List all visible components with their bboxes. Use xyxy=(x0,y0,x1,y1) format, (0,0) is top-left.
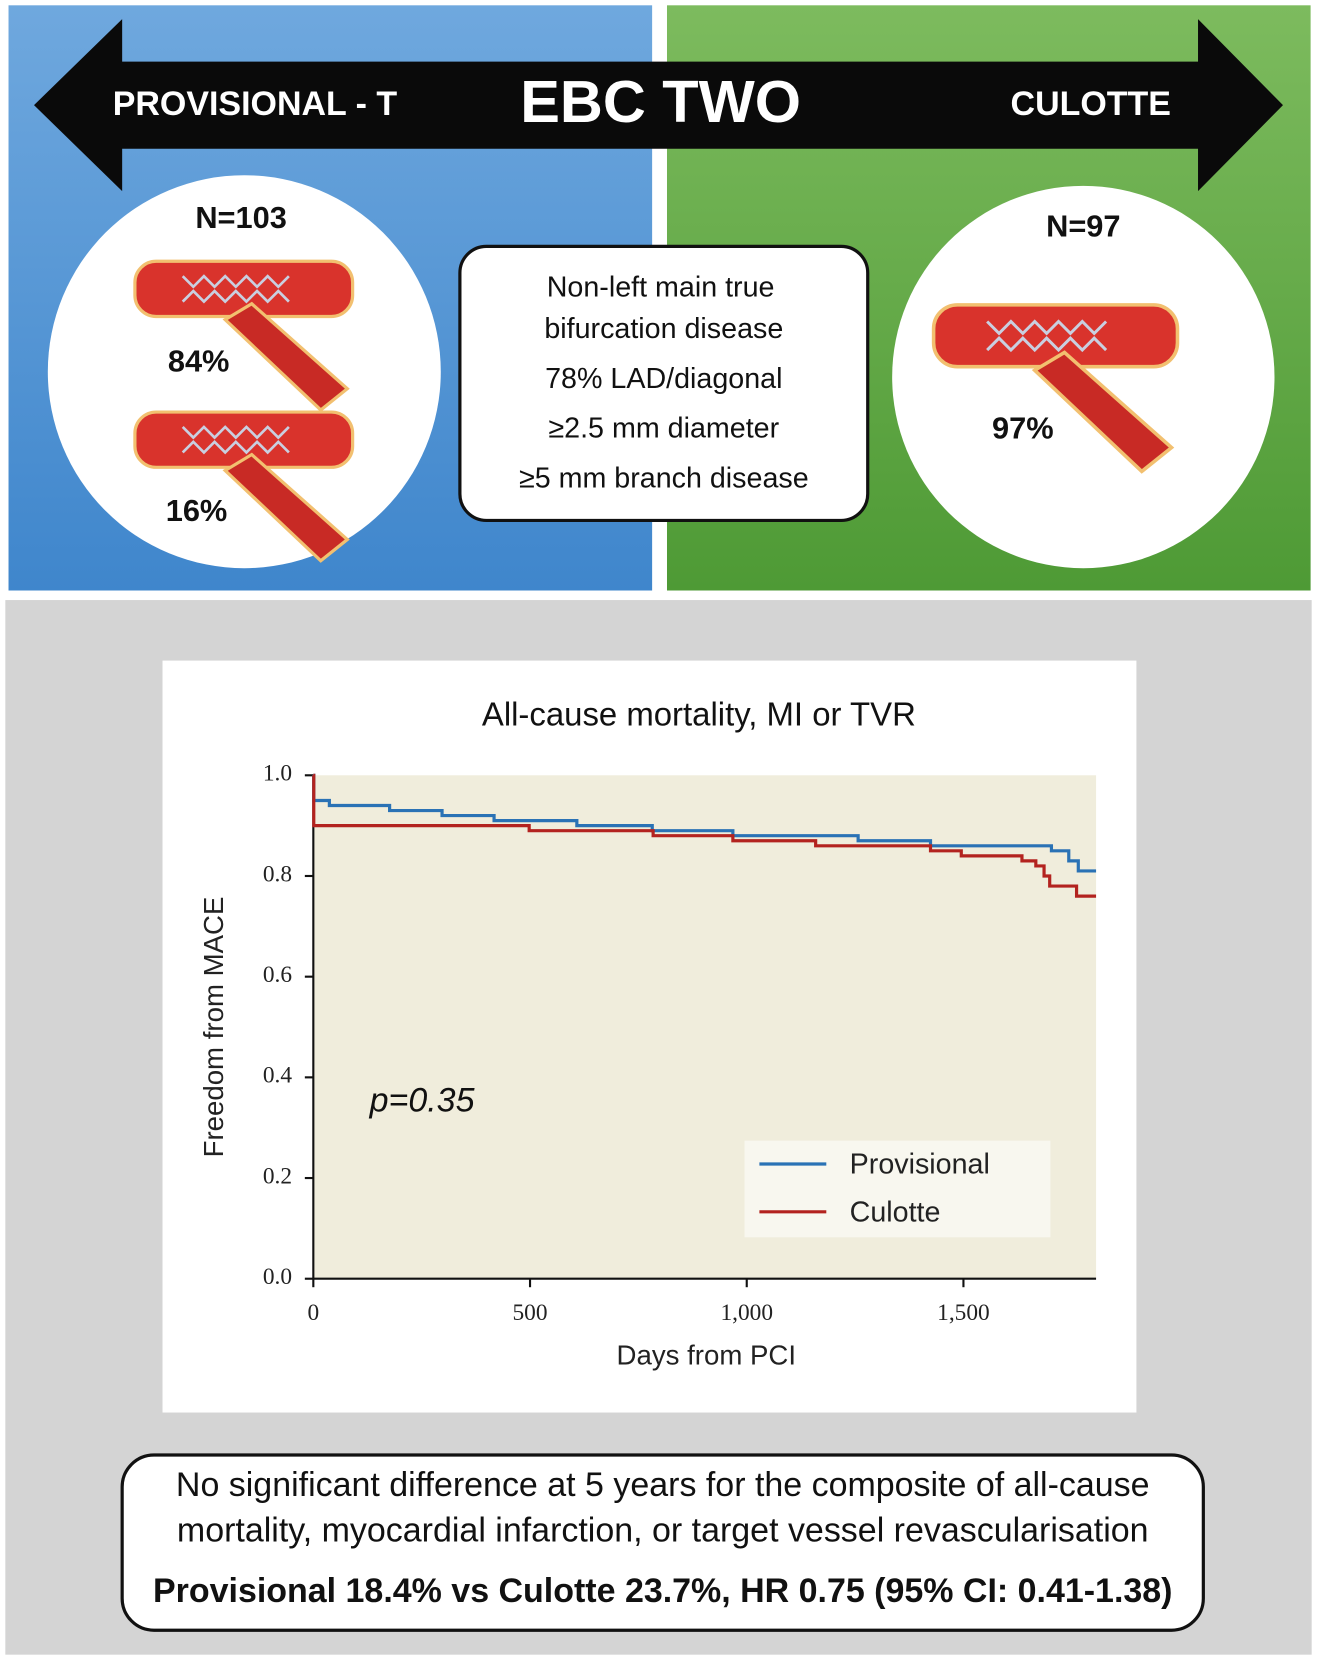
criteria-line: Non-left main true xyxy=(547,271,775,303)
x-tick-label: 1,500 xyxy=(937,1300,990,1326)
conclusion-result: Provisional 18.4% vs Culotte 23.7%, HR 0… xyxy=(153,1572,1173,1610)
criteria-box xyxy=(458,244,870,523)
legend-label: Provisional xyxy=(850,1149,990,1181)
criteria-line: ≥2.5 mm diameter xyxy=(548,413,779,445)
y-tick-label: 0.2 xyxy=(263,1163,292,1189)
conclusion-box xyxy=(120,1453,1205,1632)
header-title: EBC TWO xyxy=(520,68,801,135)
y-axis-label: Freedom from MACE xyxy=(198,897,229,1158)
legend-box xyxy=(744,1140,1051,1238)
double-arrow xyxy=(34,19,1283,192)
y-tick-label: 0.0 xyxy=(263,1264,292,1290)
x-tick-label: 1,000 xyxy=(720,1300,773,1326)
survival-curve xyxy=(312,773,1097,898)
chart: All-cause mortality, MI or TVR Days from… xyxy=(198,696,1097,1371)
x-tick-label: 0 xyxy=(307,1300,319,1326)
right-n: N=97 xyxy=(1046,208,1120,243)
left-n: N=103 xyxy=(195,200,287,235)
left-lower-pct: 16% xyxy=(166,493,228,528)
criteria-line: ≥5 mm branch disease xyxy=(519,463,809,495)
y-tick-label: 0.8 xyxy=(263,861,292,887)
y-tick-label: 0.4 xyxy=(263,1063,293,1089)
conclusion-line: mortality, myocardial infarction, or tar… xyxy=(177,1512,1149,1550)
criteria-line: bifurcation disease xyxy=(544,313,783,345)
left-upper-pct: 84% xyxy=(168,343,230,378)
left-label: PROVISIONAL - T xyxy=(113,85,398,123)
survival-curve xyxy=(312,773,1097,873)
chart-title: All-cause mortality, MI or TVR xyxy=(482,696,916,733)
x-axis-label: Days from PCI xyxy=(617,1340,797,1371)
x-tick-label: 500 xyxy=(513,1300,548,1326)
right-pct: 97% xyxy=(992,410,1054,445)
conclusion-line: No significant difference at 5 years for… xyxy=(176,1466,1150,1504)
criteria-line: 78% LAD/diagonal xyxy=(545,363,782,395)
y-tick-label: 1.0 xyxy=(263,761,292,787)
legend-label: Culotte xyxy=(850,1197,941,1229)
p-value: p=0.35 xyxy=(369,1081,475,1119)
y-tick-label: 0.6 xyxy=(263,962,292,988)
right-label: CULOTTE xyxy=(1011,85,1171,123)
